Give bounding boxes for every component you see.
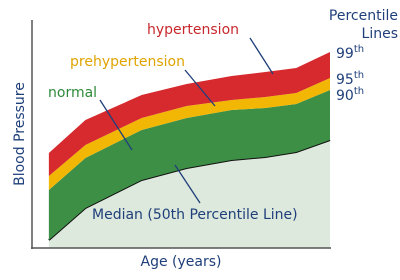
series-label: prehypertension [70, 54, 185, 70]
legend-title: Percentile [329, 8, 398, 24]
y-axis-label: Blood Pressure [12, 82, 28, 186]
series-label: hypertension [147, 22, 239, 38]
series-label: normal [48, 85, 97, 101]
series-label: Median (50th Percentile Line) [92, 207, 298, 223]
percentile-label: 99th [336, 44, 364, 62]
area-band [48, 78, 331, 190]
percentile-suffix: th [354, 86, 364, 97]
area-band [48, 90, 331, 240]
area-band [48, 52, 331, 176]
percentile-suffix: th [354, 70, 364, 81]
leader-line [99, 99, 133, 151]
percentile-label: 95th [336, 70, 364, 88]
percentile-number: 99 [336, 46, 354, 62]
percentile-label: 90th [336, 86, 364, 104]
area-band [48, 140, 331, 248]
percentile-number: 95 [336, 72, 354, 88]
leader-line [174, 164, 201, 204]
leader-line [249, 37, 274, 75]
percentile-suffix: th [354, 44, 364, 55]
percentile-number: 90 [336, 88, 354, 104]
x-axis-label: Age (years) [141, 254, 222, 270]
leader-line [184, 69, 216, 107]
legend-title: Lines [362, 26, 398, 42]
plot-area [48, 52, 331, 248]
